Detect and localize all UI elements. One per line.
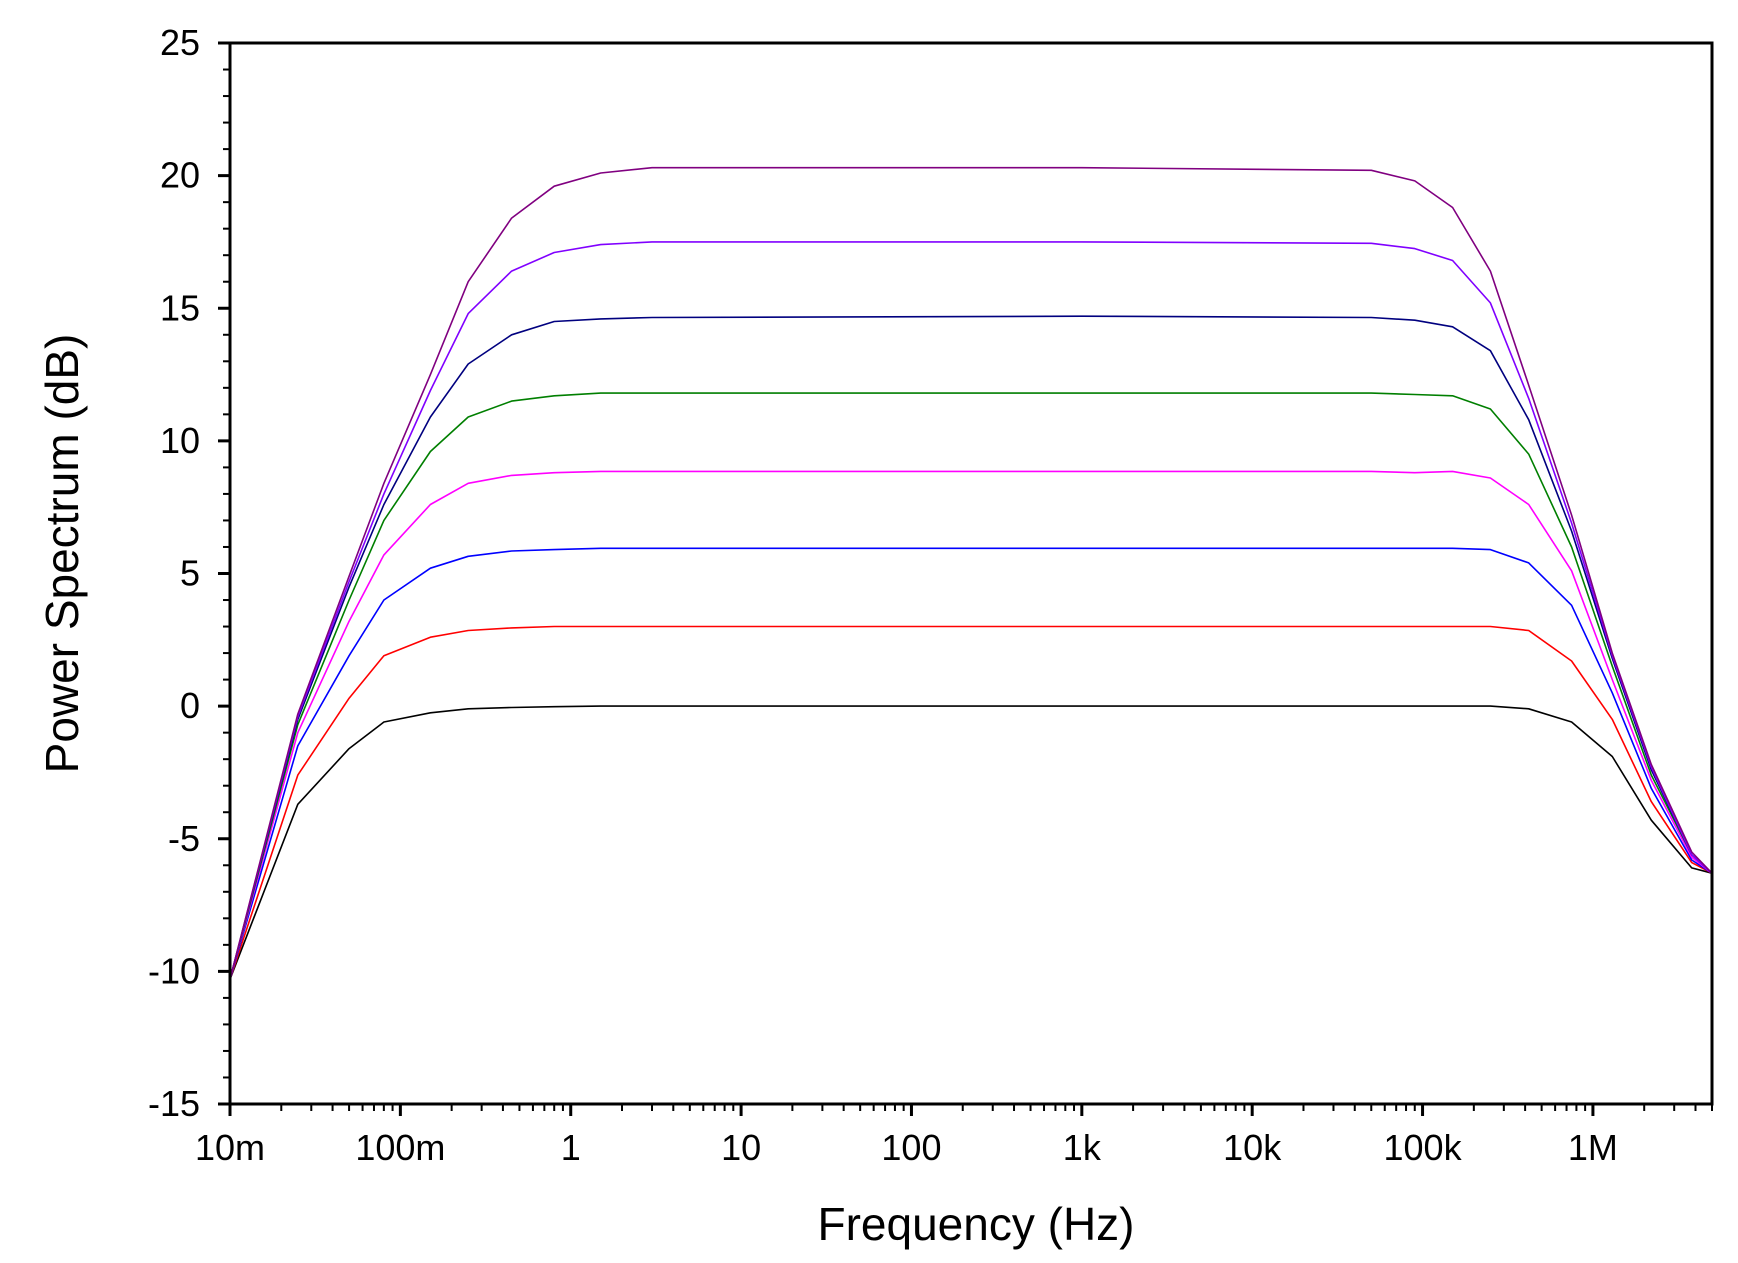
series-line-7 xyxy=(229,241,1713,980)
x-tick-label: 1k xyxy=(1063,1127,1102,1168)
tick-layer xyxy=(218,41,1713,1116)
series-line-1 xyxy=(229,705,1713,980)
series-layer xyxy=(229,166,1713,980)
series-line-6 xyxy=(229,315,1713,980)
y-axis-title: Power Spectrum (dB) xyxy=(36,334,88,774)
plot-frame xyxy=(228,41,1714,1106)
series-line-8 xyxy=(229,166,1713,980)
series-line-5 xyxy=(229,392,1713,980)
x-tick-label: 10 xyxy=(721,1127,761,1168)
y-tick-label: 0 xyxy=(180,685,200,726)
y-tick-label: -10 xyxy=(148,950,200,991)
y-tick-label: 25 xyxy=(160,22,200,63)
x-tick-label: 1 xyxy=(561,1127,581,1168)
x-tick-label: 100m xyxy=(355,1127,445,1168)
series-line-2 xyxy=(229,625,1713,980)
x-axis-title: Frequency (Hz) xyxy=(818,1198,1135,1250)
y-tick-label: -15 xyxy=(148,1083,200,1124)
x-tick-label: 1M xyxy=(1568,1127,1618,1168)
x-tick-label: 100 xyxy=(881,1127,941,1168)
x-tick-label: 100k xyxy=(1384,1127,1463,1168)
series-line-3 xyxy=(229,547,1713,980)
y-tick-label: 15 xyxy=(160,287,200,328)
y-tick-label: -5 xyxy=(168,818,200,859)
x-tick-label: 10m xyxy=(195,1127,265,1168)
y-tick-label: 20 xyxy=(160,155,200,196)
x-tick-label: 10k xyxy=(1223,1127,1282,1168)
series-line-4 xyxy=(229,470,1713,980)
y-tick-label: 5 xyxy=(180,553,200,594)
y-tick-label: 10 xyxy=(160,420,200,461)
